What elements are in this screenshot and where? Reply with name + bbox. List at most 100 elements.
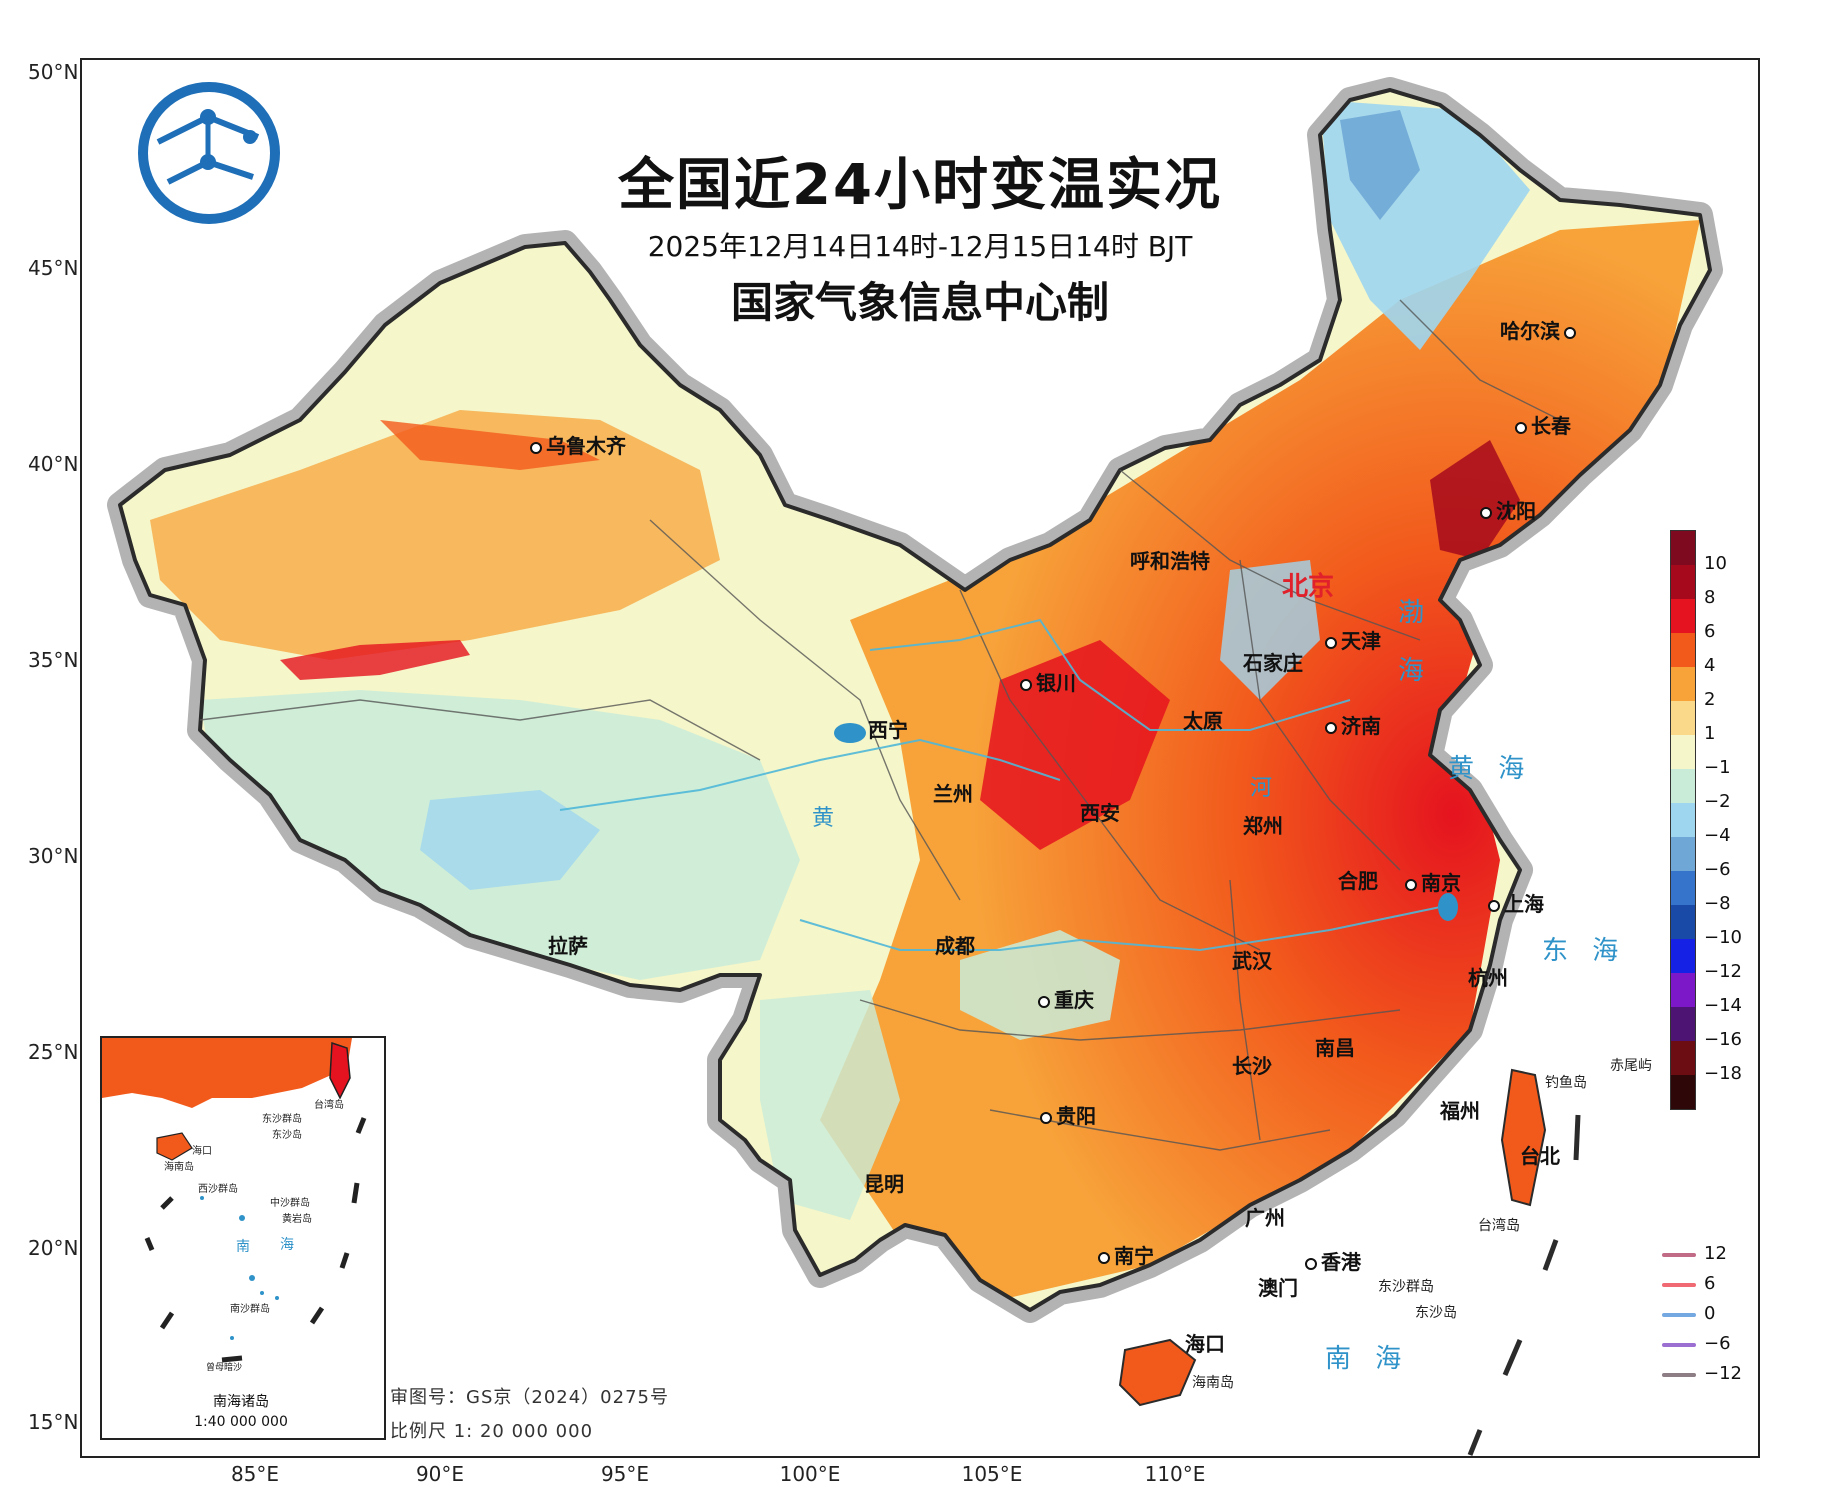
inset-label: 海南岛 bbox=[164, 1162, 194, 1173]
city-hohhot: 呼和浩特 bbox=[1130, 549, 1210, 573]
legend-swatch bbox=[1671, 531, 1695, 565]
inset-caption: 南海诸岛 1:40 000 000 bbox=[100, 1392, 382, 1432]
label-chiwei: 赤尾屿 bbox=[1610, 1058, 1652, 1074]
isotherm-label: 6 bbox=[1704, 1273, 1716, 1294]
map-title-block: 全国近24小时变温实况 2025年12月14日14时-12月15日14时 BJT… bbox=[560, 150, 1280, 332]
lon-label: 85°E bbox=[230, 1462, 280, 1486]
city-xining: 西宁 bbox=[868, 718, 908, 742]
legend-swatch bbox=[1671, 803, 1695, 837]
map-producer: 国家气象信息中心制 bbox=[730, 278, 1109, 327]
city-chengdu: 成都 bbox=[935, 934, 975, 958]
city-nanchang: 南昌 bbox=[1315, 1036, 1355, 1060]
qinghai-lake bbox=[834, 723, 866, 743]
isotherm-legend-row: 12 bbox=[1662, 1240, 1772, 1270]
sea-bohai-2: 海 bbox=[1398, 656, 1433, 686]
isotherm-label: 12 bbox=[1704, 1243, 1727, 1264]
inset-label: 中沙群岛 bbox=[270, 1198, 310, 1209]
city-tianjin: 天津 bbox=[1325, 625, 1381, 654]
sea-south: 南 海 bbox=[1325, 1344, 1410, 1374]
legend-label: −10 bbox=[1704, 927, 1742, 948]
city-changchun: 长春 bbox=[1515, 410, 1571, 439]
isotherm-label: 0 bbox=[1704, 1303, 1716, 1324]
label-diaoyu: 钓鱼岛 bbox=[1545, 1075, 1587, 1091]
inset-label: 曾母暗沙 bbox=[206, 1363, 243, 1373]
review-number: 审图号：GS京（2024）0275号 bbox=[390, 1387, 669, 1408]
city-lhasa: 拉萨 bbox=[548, 934, 588, 958]
river-huang-label: 黄 bbox=[812, 806, 843, 831]
city-hefei: 合肥 bbox=[1338, 869, 1378, 893]
city-jinan: 济南 bbox=[1325, 710, 1381, 739]
isotherm-swatch bbox=[1662, 1373, 1696, 1377]
inset-caption-title: 南海诸岛 bbox=[213, 1394, 269, 1410]
inset-map bbox=[102, 1038, 367, 1363]
isotherm-swatch bbox=[1662, 1283, 1696, 1287]
lat-label: 30°N bbox=[28, 844, 79, 868]
isotherm-legend-row: −12 bbox=[1662, 1360, 1772, 1390]
city-beijing: 北京 bbox=[1282, 572, 1335, 602]
lat-label: 25°N bbox=[28, 1040, 79, 1064]
isotherm-swatch bbox=[1662, 1313, 1696, 1317]
color-legend-bar bbox=[1670, 530, 1696, 1110]
lat-label: 15°N bbox=[28, 1410, 79, 1434]
lat-label: 20°N bbox=[28, 1236, 79, 1260]
legend-swatch bbox=[1671, 1007, 1695, 1041]
legend-swatch bbox=[1671, 667, 1695, 701]
city-guiyang: 贵阳 bbox=[1040, 1100, 1096, 1129]
inset-label: 南沙群岛 bbox=[230, 1304, 270, 1315]
city-guangzhou: 广州 bbox=[1245, 1206, 1285, 1230]
legend-label: −1 bbox=[1704, 757, 1731, 778]
legend-swatch bbox=[1671, 939, 1695, 973]
isotherm-legend-row: 0 bbox=[1662, 1300, 1772, 1330]
city-shijiazhuang: 石家庄 bbox=[1243, 651, 1303, 675]
legend-label: 4 bbox=[1704, 655, 1716, 676]
legend-label: 1 bbox=[1704, 723, 1716, 744]
legend-label: 2 bbox=[1704, 689, 1716, 710]
taihu-lake bbox=[1438, 893, 1458, 921]
city-wuhan: 武汉 bbox=[1232, 949, 1272, 973]
lat-label: 35°N bbox=[28, 648, 79, 672]
legend-swatch bbox=[1671, 871, 1695, 905]
lon-label: 110°E bbox=[1144, 1462, 1206, 1486]
isotherm-legend-row: −6 bbox=[1662, 1330, 1772, 1360]
city-nanning: 南宁 bbox=[1098, 1240, 1154, 1269]
legend-swatch bbox=[1671, 973, 1695, 1007]
city-nanjing: 南京 bbox=[1405, 867, 1461, 896]
inset-label: 黄岩岛 bbox=[282, 1214, 312, 1225]
inset-label: 海口 bbox=[192, 1146, 212, 1157]
city-urumqi: 乌鲁木齐 bbox=[530, 430, 626, 459]
legend-label: 10 bbox=[1704, 553, 1727, 574]
city-shenyang: 沈阳 bbox=[1480, 495, 1536, 524]
inset-label: 东沙岛 bbox=[272, 1130, 302, 1141]
lon-label: 90°E bbox=[415, 1462, 465, 1486]
city-chongqing: 重庆 bbox=[1038, 984, 1094, 1013]
inset-label: 西沙群岛 bbox=[198, 1184, 238, 1195]
isotherm-legend-row: 6 bbox=[1662, 1270, 1772, 1300]
legend-label: −6 bbox=[1704, 859, 1731, 880]
label-taiwan: 台湾岛 bbox=[1478, 1218, 1520, 1234]
legend-label: −16 bbox=[1704, 1029, 1742, 1050]
inset-label: 台湾岛 bbox=[314, 1100, 344, 1111]
city-haikou: 海口 bbox=[1185, 1332, 1225, 1356]
legend-swatch bbox=[1671, 837, 1695, 871]
city-xian: 西安 bbox=[1080, 801, 1120, 825]
legend-swatch bbox=[1671, 905, 1695, 939]
city-changsha: 长沙 bbox=[1232, 1054, 1272, 1078]
city-yinchuan: 银川 bbox=[1020, 667, 1076, 696]
sea-east: 东 海 bbox=[1542, 936, 1627, 966]
legend-label: 8 bbox=[1704, 587, 1716, 608]
city-kunming: 昆明 bbox=[864, 1172, 904, 1196]
city-hongkong: 香港 bbox=[1305, 1246, 1361, 1275]
inset-label: 南 bbox=[236, 1239, 250, 1255]
isotherm-swatch bbox=[1662, 1343, 1696, 1347]
legend-swatch bbox=[1671, 1041, 1695, 1075]
city-hangzhou: 杭州 bbox=[1468, 966, 1508, 990]
legend-label: −12 bbox=[1704, 961, 1742, 982]
map-scale: 比例尺 1: 20 000 000 bbox=[390, 1421, 594, 1442]
isotherm-label: −12 bbox=[1704, 1363, 1742, 1384]
lon-label: 105°E bbox=[961, 1462, 1023, 1486]
legend-label: −4 bbox=[1704, 825, 1731, 846]
lat-label: 40°N bbox=[28, 452, 79, 476]
isotherm-label: −6 bbox=[1704, 1333, 1731, 1354]
lat-label: 50°N bbox=[28, 60, 79, 84]
legend-swatch bbox=[1671, 769, 1695, 803]
